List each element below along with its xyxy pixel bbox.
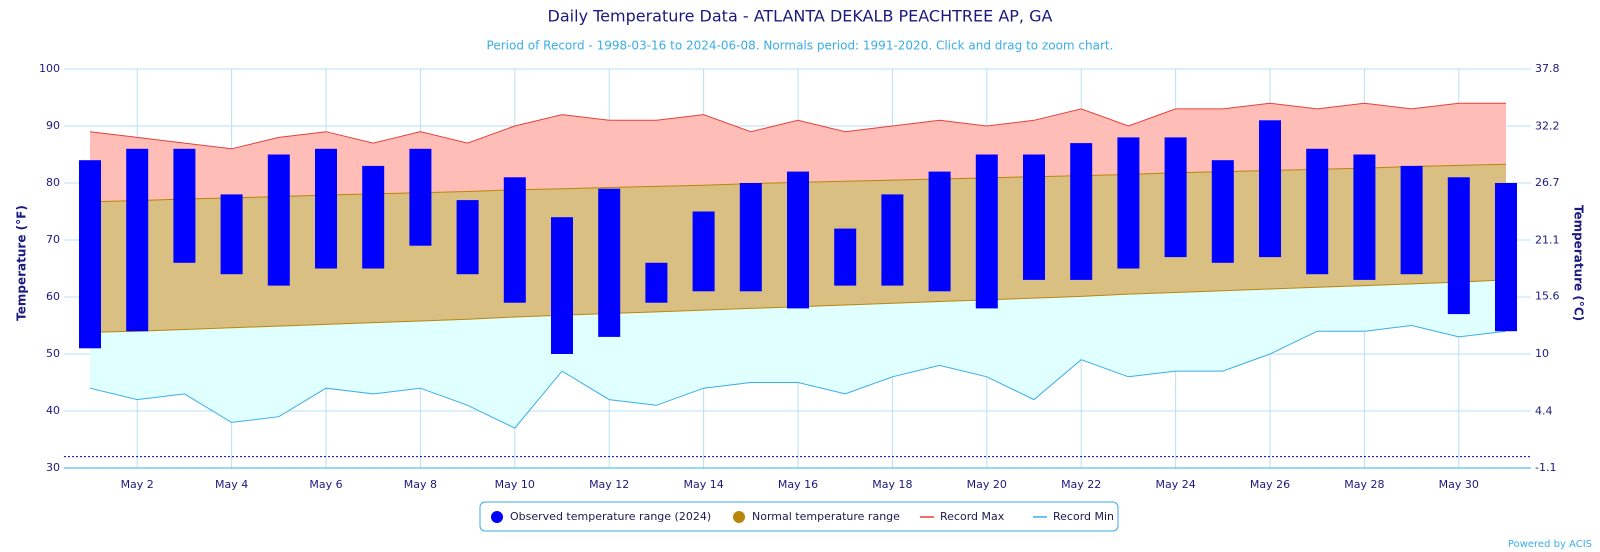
credit[interactable]: Powered by ACIS bbox=[1508, 539, 1592, 550]
observed-bar bbox=[173, 148, 196, 263]
y2-tick-label: 32.2 bbox=[1535, 119, 1560, 132]
y-tick-label: 100 bbox=[39, 62, 60, 75]
record-min-area bbox=[90, 279, 1506, 429]
y-tick-label: 50 bbox=[46, 347, 60, 360]
observed-bar bbox=[1353, 154, 1376, 280]
record-max-area bbox=[90, 103, 1506, 202]
y2-tick-label: 37.8 bbox=[1535, 62, 1560, 75]
x-tick-label: May 4 bbox=[215, 478, 248, 491]
y-tick-label: 60 bbox=[46, 290, 60, 303]
y-tick-label: 80 bbox=[46, 176, 60, 189]
y2-tick-label: 4.4 bbox=[1535, 405, 1553, 418]
x-tick-label: May 14 bbox=[683, 478, 723, 491]
observed-bar bbox=[1164, 137, 1187, 258]
observed-bar bbox=[1117, 137, 1140, 269]
x-tick-label: May 24 bbox=[1155, 478, 1195, 491]
y2-tick-label: 26.7 bbox=[1535, 176, 1560, 189]
observed-bar bbox=[220, 194, 243, 275]
chart-title: Daily Temperature Data - ATLANTA DEKALB … bbox=[548, 7, 1053, 26]
x-tick-label: May 12 bbox=[589, 478, 629, 491]
observed-bar bbox=[315, 148, 337, 269]
observed-bar bbox=[1400, 165, 1423, 275]
x-tick-label: May 18 bbox=[872, 478, 912, 491]
y-tick-label: 40 bbox=[46, 404, 60, 417]
legend-swatch bbox=[491, 511, 503, 523]
legend-box bbox=[479, 501, 1119, 532]
observed-bar bbox=[787, 171, 809, 309]
legend-label: Observed temperature range (2024) bbox=[510, 510, 711, 523]
observed-bar bbox=[739, 183, 762, 292]
observed-bar bbox=[456, 200, 479, 275]
y-tick-label: 90 bbox=[46, 119, 60, 132]
y-axis-label: Temperature (°F) bbox=[15, 205, 29, 321]
y2-tick-label: 15.6 bbox=[1535, 290, 1560, 303]
observed-bar bbox=[975, 154, 998, 309]
observed-bar bbox=[409, 148, 432, 246]
x-tick-label: May 6 bbox=[309, 478, 342, 491]
x-tick-label: May 2 bbox=[121, 478, 154, 491]
observed-bar bbox=[551, 217, 573, 354]
observed-bar bbox=[881, 194, 904, 286]
observed-bar bbox=[1306, 148, 1329, 275]
legend-label: Record Max bbox=[940, 510, 1005, 523]
y2-tick-label: 21.1 bbox=[1535, 233, 1560, 246]
observed-bar bbox=[267, 154, 290, 286]
record-max-line bbox=[89, 102, 1506, 150]
observed-bar bbox=[1070, 143, 1093, 280]
x-tick-label: May 20 bbox=[967, 478, 1007, 491]
y-tick-label: 70 bbox=[46, 233, 60, 246]
x-tick-label: May 8 bbox=[404, 478, 437, 491]
x-tick-label: May 26 bbox=[1250, 478, 1290, 491]
observed-bar bbox=[928, 171, 951, 292]
observed-bar bbox=[1259, 120, 1281, 258]
observed-bar bbox=[1495, 183, 1517, 332]
observed-bar bbox=[1447, 177, 1470, 315]
observed-bar bbox=[598, 188, 621, 337]
observed-bar bbox=[645, 262, 668, 303]
record-min-line bbox=[89, 324, 1507, 429]
legend-label: Normal temperature range bbox=[752, 510, 900, 523]
observed-bar bbox=[79, 160, 101, 349]
observed-bar bbox=[1211, 160, 1234, 263]
observed-bar bbox=[503, 177, 526, 303]
x-tick-label: May 16 bbox=[778, 478, 818, 491]
y-tick-label: 30 bbox=[46, 461, 60, 474]
x-tick-label: May 22 bbox=[1061, 478, 1101, 491]
observed-bar bbox=[834, 228, 857, 286]
observed-bar bbox=[1023, 154, 1045, 280]
chart-subtitle: Period of Record - 1998-03-16 to 2024-06… bbox=[487, 39, 1114, 53]
observed-bar bbox=[692, 211, 715, 292]
x-tick-label: May 30 bbox=[1439, 478, 1479, 491]
x-tick-label: May 28 bbox=[1344, 478, 1384, 491]
y2-tick-label: -1.1 bbox=[1535, 461, 1556, 474]
y2-axis-label: Temperature (°C) bbox=[1572, 205, 1586, 321]
y2-tick-label: 10 bbox=[1535, 347, 1549, 360]
legend-label: Record Min bbox=[1053, 510, 1114, 523]
x-tick-label: May 10 bbox=[495, 478, 535, 491]
legend-swatch bbox=[733, 511, 745, 523]
observed-bar bbox=[362, 165, 385, 269]
observed-bar bbox=[126, 148, 149, 332]
